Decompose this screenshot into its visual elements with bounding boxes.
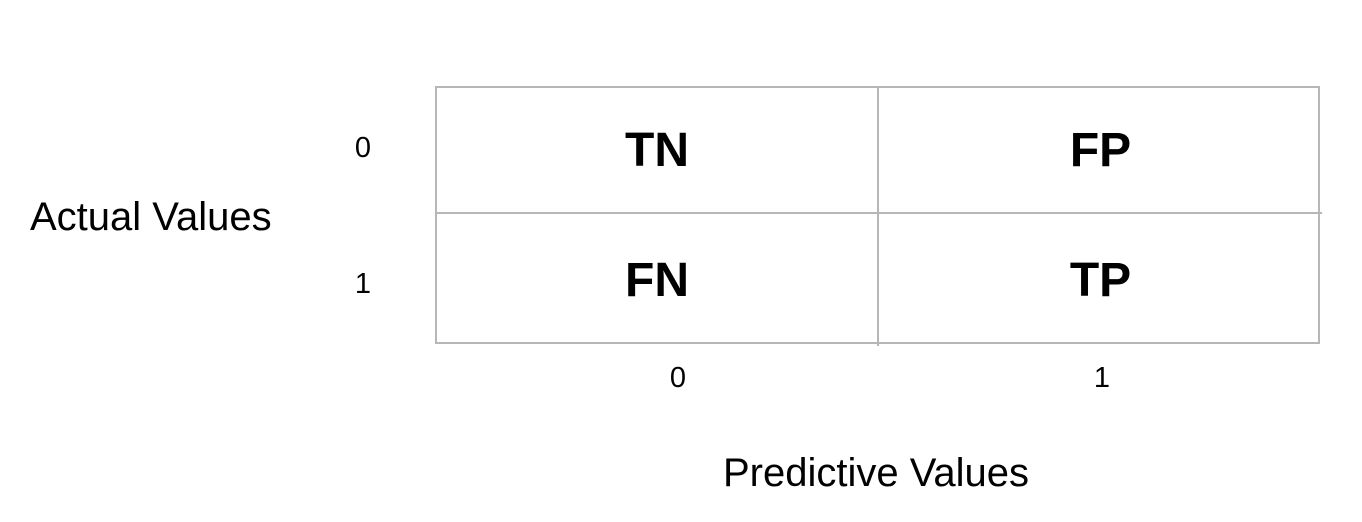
predictive-values-label: Predictive Values bbox=[722, 451, 1030, 495]
cell-false-negative: FN bbox=[437, 214, 879, 346]
confusion-matrix-grid: TN FP FN TP bbox=[435, 86, 1322, 346]
row-label-0: 0 bbox=[354, 132, 372, 164]
cell-false-positive: FP bbox=[879, 88, 1322, 214]
col-label-1: 1 bbox=[1093, 362, 1111, 394]
col-label-0: 0 bbox=[669, 362, 687, 394]
cell-true-negative: TN bbox=[437, 88, 879, 214]
cell-true-positive: TP bbox=[1069, 253, 1132, 307]
row-label-1: 1 bbox=[354, 268, 372, 300]
actual-values-label: Actual Values bbox=[30, 195, 272, 239]
